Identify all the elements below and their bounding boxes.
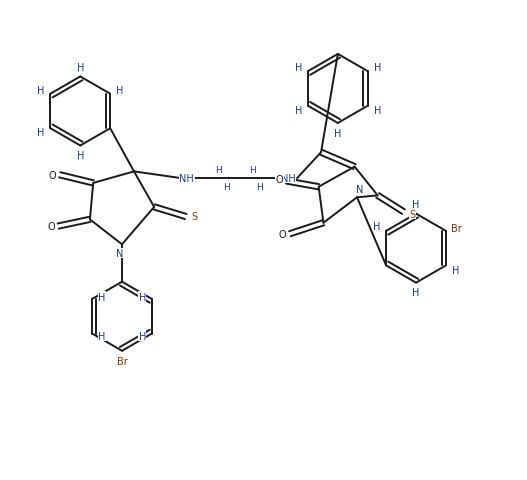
Text: H: H bbox=[76, 151, 84, 161]
Text: H: H bbox=[139, 331, 146, 341]
Text: O: O bbox=[48, 170, 56, 180]
Text: Br: Br bbox=[451, 224, 462, 234]
Text: H: H bbox=[374, 63, 381, 73]
Text: H: H bbox=[249, 166, 256, 175]
Text: H: H bbox=[412, 288, 419, 298]
Text: H: H bbox=[98, 331, 105, 341]
Text: H: H bbox=[37, 86, 44, 96]
Text: H: H bbox=[452, 265, 459, 276]
Text: H: H bbox=[139, 292, 146, 302]
Text: O: O bbox=[47, 222, 55, 231]
Text: H: H bbox=[295, 105, 302, 115]
Text: S: S bbox=[191, 212, 198, 222]
Text: O: O bbox=[276, 174, 283, 184]
Text: Br: Br bbox=[116, 357, 128, 367]
Text: H: H bbox=[37, 128, 44, 138]
Text: H: H bbox=[334, 128, 341, 138]
Text: H: H bbox=[98, 292, 105, 302]
Text: H: H bbox=[374, 105, 381, 115]
Text: S: S bbox=[409, 210, 415, 220]
Text: NH: NH bbox=[281, 174, 296, 184]
Text: H: H bbox=[412, 200, 419, 210]
Text: H: H bbox=[216, 166, 222, 175]
Text: H: H bbox=[373, 222, 380, 231]
Text: NH: NH bbox=[179, 174, 194, 184]
Text: H: H bbox=[295, 63, 302, 73]
Text: O: O bbox=[279, 229, 287, 239]
Text: N: N bbox=[356, 184, 363, 194]
Text: H: H bbox=[256, 183, 263, 192]
Text: H: H bbox=[116, 86, 123, 96]
Text: H: H bbox=[223, 183, 229, 192]
Text: H: H bbox=[76, 63, 84, 72]
Text: N: N bbox=[116, 249, 123, 258]
